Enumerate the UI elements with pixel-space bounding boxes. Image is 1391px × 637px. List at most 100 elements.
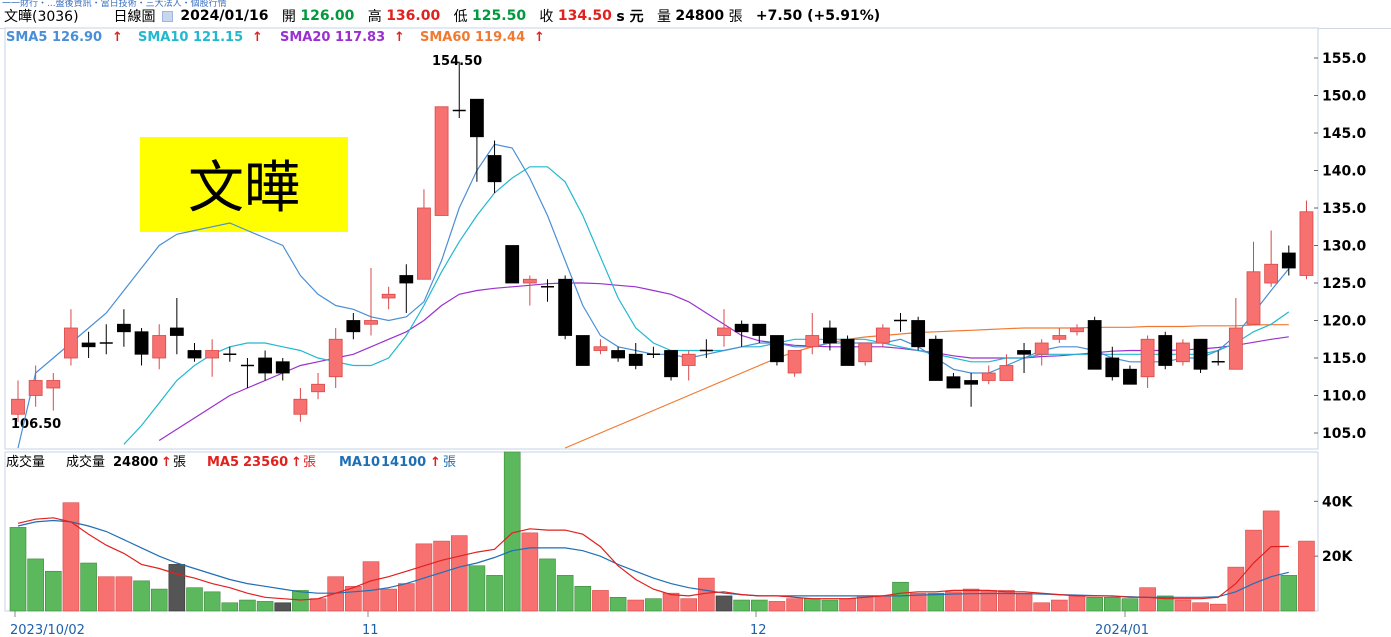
candle-body: [1264, 263, 1279, 284]
sma10-legend: SMA10 121.15: [138, 30, 243, 45]
candle-body: [1193, 338, 1208, 370]
volume-bar: [1139, 587, 1156, 612]
candle-body: [734, 323, 749, 333]
candle-body: [293, 398, 308, 415]
candle-body: [1070, 327, 1084, 333]
volume-bar: [9, 527, 27, 612]
quote-date: 2024/01/16: [180, 8, 269, 24]
volume-bar: [1192, 602, 1209, 612]
date-label: 2023/10/02: [10, 623, 85, 637]
price-tick-label: 155.0: [1322, 51, 1367, 67]
volume-bar: [574, 586, 592, 612]
date-label: 2024/01: [1095, 623, 1149, 637]
price-tick-label: 130.0: [1322, 239, 1367, 255]
dropdown-checkbox-icon[interactable]: [161, 10, 173, 22]
volume-bar: [927, 592, 945, 612]
volume-bar: [803, 598, 821, 612]
volume-bar: [27, 558, 44, 612]
volume-unit: 張: [728, 9, 743, 25]
volume-bar: [839, 598, 856, 612]
sma-legend: SMA5 126.90 ↑ SMA10 121.15 ↑ SMA20 117.8…: [6, 30, 545, 45]
date-label: 11: [362, 623, 379, 637]
candle-body: [981, 372, 996, 381]
candle-body: [858, 342, 873, 363]
volume-bar: [1121, 598, 1139, 612]
volume-bar: [733, 599, 750, 612]
stock-name-stamp: [140, 137, 348, 232]
up-arrow-icon: ↑: [394, 30, 405, 45]
candle-body: [946, 376, 961, 389]
high-value: 136.00: [386, 8, 441, 24]
volume-bar: [662, 592, 680, 612]
breadcrumb[interactable]: 一一財行・...盤後資訊・當日技術・三大法人・個股行情: [2, 0, 227, 9]
candle-body: [381, 293, 396, 299]
volume-bar: [415, 543, 433, 612]
volume-bar: [539, 558, 556, 612]
low-value: 125.50: [472, 8, 527, 24]
price-tick-label: 125.0: [1322, 276, 1367, 292]
close-label: 收: [539, 9, 554, 25]
candle-body: [328, 338, 343, 378]
ma5-legend-label: MA5: [207, 455, 239, 470]
volume-bar: [433, 540, 450, 612]
volume-bar: [309, 598, 327, 612]
date-label: 12: [750, 623, 767, 637]
quote-line: 文曄(3036) 日線圖 2024/01/16 開 126.00 高 136.0…: [4, 6, 880, 25]
volume-bar: [168, 564, 186, 612]
price-unit: s 元: [616, 9, 644, 25]
open-value: 126.00: [300, 8, 355, 24]
price-tick-label: 145.0: [1322, 126, 1367, 142]
volume-bar: [1051, 599, 1068, 612]
candle-body: [823, 327, 837, 344]
price-tick-label: 140.0: [1322, 164, 1367, 180]
candle-body: [787, 350, 802, 374]
volume-bar: [115, 576, 133, 612]
price-tick-label: 135.0: [1322, 201, 1367, 217]
candle-body: [1105, 357, 1120, 378]
candle-body: [752, 323, 767, 336]
price-tick-label: 120.0: [1322, 314, 1367, 330]
volume-bar: [1033, 602, 1050, 612]
volume-bar: [203, 591, 221, 612]
close-value: 134.50: [557, 8, 612, 24]
up-arrow-icon: ↑: [112, 30, 123, 45]
candle-body: [611, 350, 625, 359]
volume-bar: [80, 562, 97, 612]
candle-body: [1246, 271, 1261, 325]
candle-body: [1140, 338, 1155, 378]
candle-body: [770, 335, 784, 363]
ma5-legend-value: 23560: [243, 455, 288, 470]
volume-bar: [327, 576, 345, 612]
price-tick-label: 115.0: [1322, 351, 1367, 367]
volume-bar: [556, 575, 574, 612]
candle-body: [117, 323, 131, 333]
volume-label: 量: [656, 9, 671, 25]
volume-bar: [1209, 603, 1227, 612]
volume-bar: [256, 601, 274, 612]
stock-name: 文曄(3036): [4, 9, 79, 25]
candle-body: [1299, 211, 1314, 276]
candle-body: [81, 342, 96, 348]
volume-bar: [362, 561, 380, 612]
candle-body: [64, 327, 78, 359]
volume-ma5-line: [17, 517, 1289, 601]
volume-panel: [4, 451, 1319, 612]
ma10-legend-value: 14100: [381, 455, 426, 470]
volume-bar: [521, 532, 539, 612]
candle-body: [805, 335, 820, 348]
candle-body: [134, 331, 149, 355]
candle-body: [46, 380, 61, 389]
candle-body: [717, 327, 731, 336]
volume-bar: [998, 590, 1015, 612]
candle-body: [1017, 350, 1031, 355]
volume-bar: [186, 587, 203, 612]
quote-header: 一一財行・...盤後資訊・當日技術・三大法人・個股行情 文曄(3036) 日線圖…: [0, 0, 1391, 29]
candle-body: [364, 320, 378, 325]
chart-type-label[interactable]: 日線圖: [113, 9, 156, 25]
candle-body: [628, 353, 643, 366]
volume-bar: [627, 599, 645, 612]
volume-bar: [44, 570, 62, 612]
candle-body: [346, 320, 361, 333]
candle-body: [275, 361, 290, 374]
